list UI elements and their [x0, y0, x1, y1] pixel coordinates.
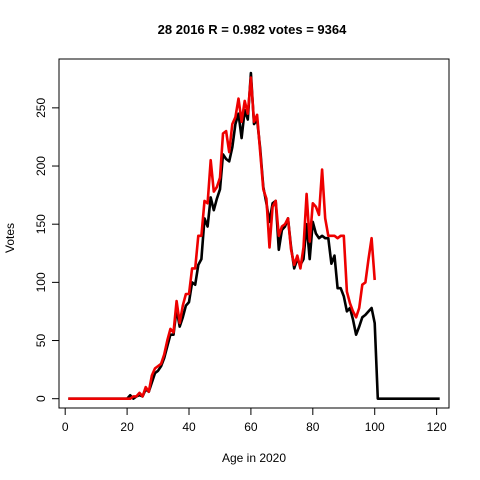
chart-title: 28 2016 R = 0.982 votes = 9364	[158, 22, 347, 37]
x-axis-label: Age in 2020	[222, 451, 286, 465]
y-tick-label: 50	[34, 334, 48, 348]
y-axis-label: Votes	[3, 223, 17, 253]
y-axis: 0 50 100 150 200 250	[34, 98, 60, 402]
x-tick-label: 120	[427, 420, 447, 434]
x-tick-label: 0	[62, 420, 69, 434]
x-tick-label: 60	[244, 420, 258, 434]
x-tick-label: 100	[365, 420, 385, 434]
x-tick-label: 20	[120, 420, 134, 434]
series-line-1	[68, 71, 440, 401]
y-tick-label: 150	[34, 214, 48, 234]
x-tick-label: 40	[182, 420, 196, 434]
y-tick-label: 100	[34, 272, 48, 292]
x-tick-label: 80	[306, 420, 320, 434]
series-line-2	[68, 76, 376, 401]
x-axis: 0 20 40 60 80 100 120	[62, 407, 447, 434]
y-tick-label: 200	[34, 156, 48, 176]
series-layer	[68, 71, 440, 401]
y-tick-label: 0	[34, 395, 48, 402]
y-tick-label: 250	[34, 98, 48, 118]
